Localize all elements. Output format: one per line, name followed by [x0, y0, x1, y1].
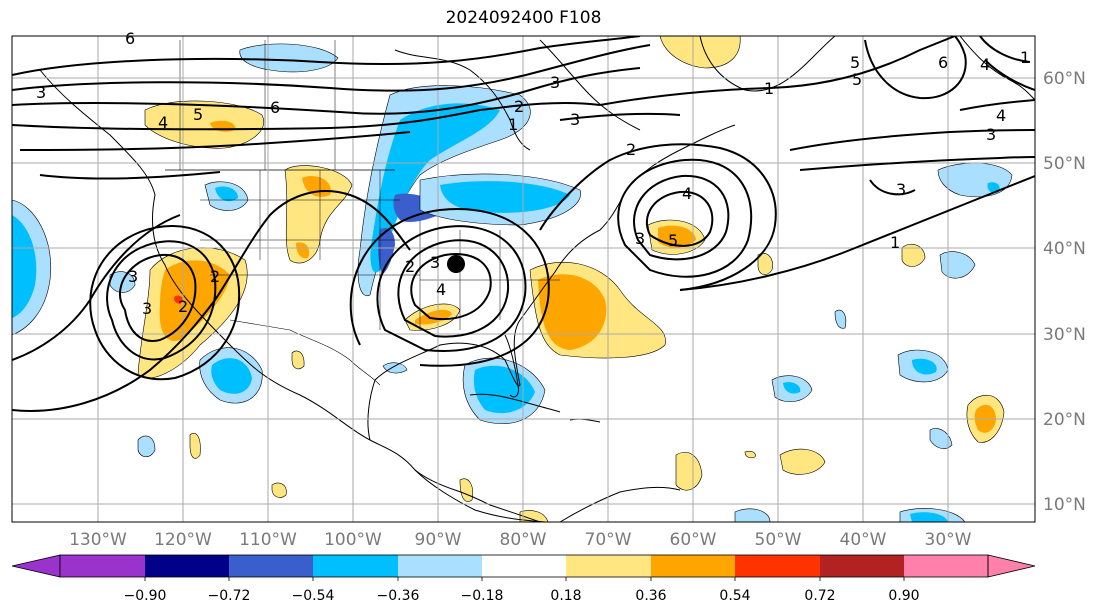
lon-label: 120°W [154, 530, 212, 550]
contour-label: 4 [682, 184, 692, 203]
colorbar-tick: −0.36 [377, 588, 420, 604]
colorbar-tick: −0.54 [292, 588, 335, 604]
lat-label: 40°N [1043, 239, 1086, 259]
colorbar-tick: −0.72 [208, 588, 251, 604]
contour-label: 5 [668, 231, 678, 250]
colorbar-bin [735, 555, 820, 577]
colorbar-bin [820, 555, 904, 577]
colorbar-bin [482, 555, 566, 577]
contour-labels: 6 4 5 6 3 2 1 1 3 4 5 6 2 3 4 3 3 1 2 3 … [36, 29, 1030, 318]
contour-label: 2 [626, 140, 636, 159]
contour-label: 3 [986, 125, 996, 144]
colorbar-tick: 0.54 [719, 588, 750, 604]
lon-label: 30°W [925, 530, 972, 550]
contour-label: 3 [128, 267, 138, 286]
lon-label: 60°W [670, 530, 717, 550]
contour-label: 6 [125, 29, 135, 48]
contour-label: 2 [210, 267, 220, 286]
anomaly-shading [12, 36, 1013, 522]
colorbar-bin [904, 555, 988, 577]
contour-label: 5 [193, 105, 203, 124]
colorbar-bin [313, 555, 398, 577]
contour-label: 4 [980, 55, 990, 74]
height-contours [12, 36, 1035, 412]
contour-label: 2 [514, 97, 524, 116]
lon-label: 90°W [415, 530, 462, 550]
contour-label: 5 [852, 70, 862, 89]
colorbar-bin [398, 555, 482, 577]
lat-label: 10°N [1043, 495, 1086, 515]
colorbar-bin [229, 555, 313, 577]
contour-label: 1 [1020, 48, 1030, 67]
colorbar-tick: 0.72 [804, 588, 835, 604]
lat-label: 20°N [1043, 410, 1086, 430]
contour-label: 6 [938, 53, 948, 72]
contour-label: 1 [764, 79, 774, 98]
contour-label: 3 [896, 180, 906, 199]
map-title: 2024092400 F108 [445, 8, 602, 28]
contour-label: 3 [635, 229, 645, 248]
contour-label: 2 [405, 257, 415, 276]
colorbar-outline [59, 554, 989, 578]
longitude-labels: 130°W 120°W 110°W 100°W 90°W 80°W 70°W 6… [69, 530, 972, 550]
colorbar-extend-max [987, 554, 1036, 578]
lat-label: 50°N [1043, 154, 1086, 174]
contour-label: 1 [890, 233, 900, 252]
contour-label: 3 [142, 299, 152, 318]
contour-label: 3 [570, 110, 580, 129]
contour-label: 4 [996, 106, 1006, 125]
lon-label: 40°W [840, 530, 887, 550]
gridlines [12, 36, 1035, 522]
lat-label: 60°N [1043, 69, 1086, 89]
colorbar-bin [145, 555, 229, 577]
colorbar-extend-min [11, 554, 61, 578]
colorbar: −0.90 −0.72 −0.54 −0.36 −0.18 0.18 0.36 … [11, 554, 1036, 604]
lon-label: 70°W [585, 530, 632, 550]
lon-label: 80°W [500, 530, 547, 550]
lat-label: 30°N [1043, 325, 1086, 345]
plot-frame [11, 35, 1036, 523]
contour-label: 4 [436, 280, 446, 299]
colorbar-bin [651, 555, 735, 577]
contour-label: 4 [158, 113, 168, 132]
colorbar-tick: 0.18 [550, 588, 581, 604]
lon-label: 130°W [69, 530, 127, 550]
colorbar-bin [60, 555, 145, 577]
colorbar-tick: 0.36 [635, 588, 666, 604]
contour-label: 3 [550, 73, 560, 92]
lon-label: 110°W [239, 530, 297, 550]
lon-label: 50°W [755, 530, 802, 550]
location-marker [447, 255, 465, 273]
latitude-labels: 60°N 50°N 40°N 30°N 20°N 10°N [1043, 69, 1086, 515]
colorbar-tick: 0.90 [888, 588, 919, 604]
lon-label: 100°W [324, 530, 382, 550]
contour-label: 6 [270, 98, 280, 117]
contour-label: 2 [178, 297, 188, 316]
contour-label: 5 [850, 53, 860, 72]
colorbar-tick: −0.90 [124, 588, 167, 604]
colorbar-bin [566, 555, 651, 577]
contour-label: 1 [508, 115, 518, 134]
contour-label: 3 [36, 83, 46, 102]
contour-label: 3 [430, 253, 440, 272]
colorbar-tick: −0.18 [461, 588, 504, 604]
